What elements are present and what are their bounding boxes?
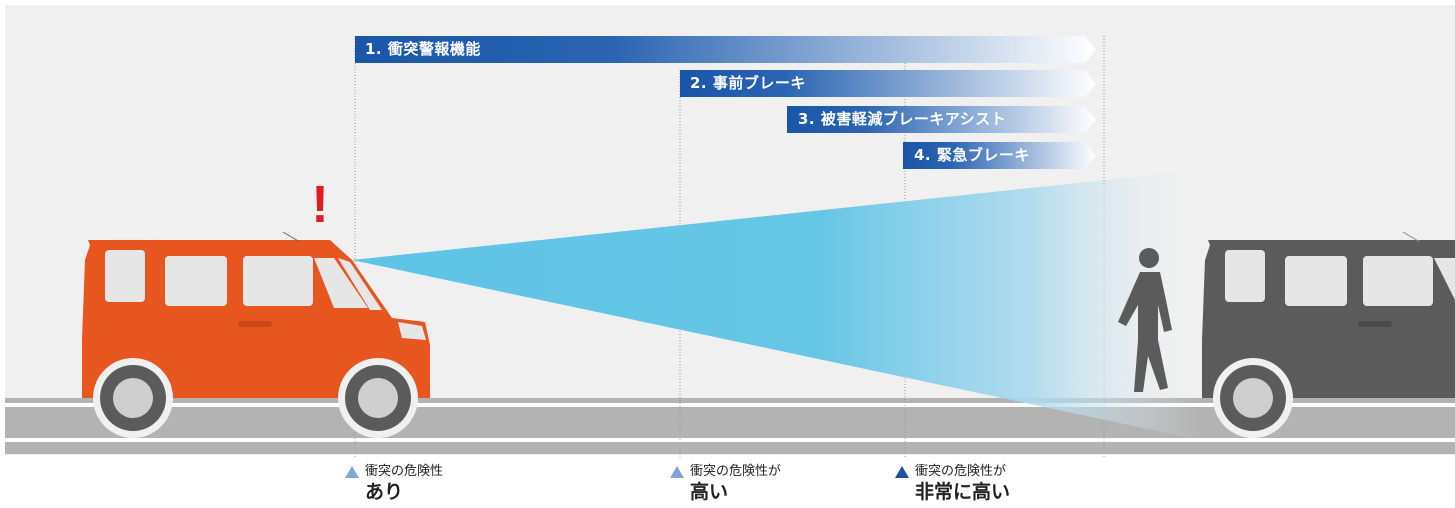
marker-2: 衝突の危険性が 高い: [670, 464, 781, 504]
marker-1: 衝突の危険性 あり: [345, 464, 443, 504]
triangle-icon: [345, 465, 359, 478]
marker-2-caption: 衝突の危険性が: [690, 464, 782, 479]
bar-1: [355, 36, 1096, 63]
bar-3: [787, 106, 1096, 133]
marker-2-level: 高い: [690, 481, 729, 503]
bar-label-1: 1. 衝突警報機能: [365, 40, 481, 58]
rear-car: [1202, 231, 1455, 438]
road-top-line: [5, 403, 1455, 407]
front-car-windshield: [314, 258, 368, 308]
bar-label-2: 2. 事前ブレーキ: [690, 74, 806, 92]
front-car-window-3: [243, 256, 313, 306]
pedestrian: [1118, 248, 1172, 392]
marker-1-level: あり: [365, 481, 404, 503]
front-car: [82, 231, 430, 438]
bar-label-3: 3. 被害軽減ブレーキアシスト: [798, 110, 1007, 128]
marker-3-level: 非常に高い: [915, 481, 1011, 503]
sensor-beam: [352, 170, 1200, 440]
road: [5, 398, 1455, 454]
front-car-window-2: [165, 256, 227, 306]
bar-label-4: 4. 緊急ブレーキ: [914, 146, 1030, 164]
triangle-icon: [670, 465, 684, 478]
front-car-window-1: [105, 250, 145, 302]
alert-mark: !: [311, 176, 328, 234]
rear-car-window-2: [1285, 256, 1347, 306]
marker-3-caption: 衝突の危険性が: [915, 464, 1007, 479]
rear-car-window-1: [1225, 250, 1265, 302]
road-bottom-line: [5, 438, 1455, 442]
marker-1-caption: 衝突の危険性: [365, 464, 444, 479]
rear-car-window-3: [1363, 256, 1433, 306]
bar-4: [903, 142, 1096, 169]
bar-2: [680, 70, 1096, 97]
marker-3: 衝突の危険性が 非常に高い: [895, 464, 1010, 504]
triangle-icon: [895, 465, 909, 478]
